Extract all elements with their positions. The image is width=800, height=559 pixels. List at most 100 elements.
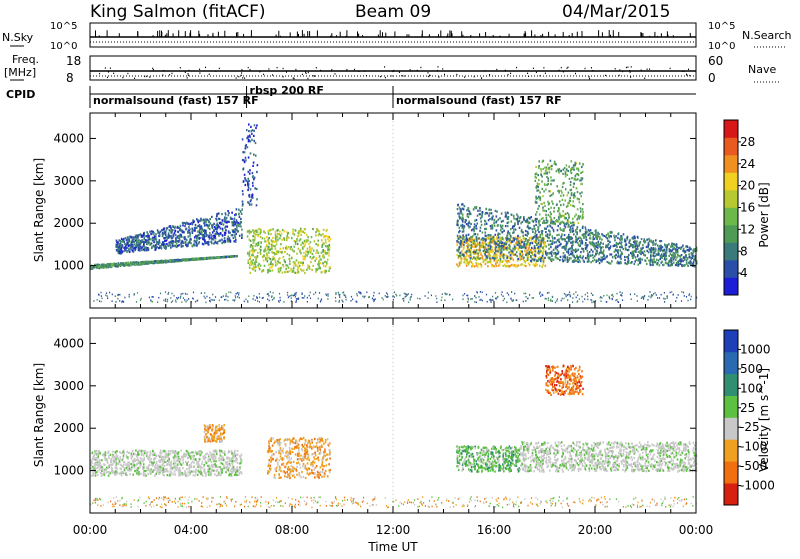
data-point [471, 229, 473, 231]
data-point [535, 255, 537, 257]
data-point [570, 247, 572, 249]
data-point [182, 245, 184, 247]
data-point [480, 220, 482, 222]
data-point [648, 251, 650, 253]
freq-dot [689, 75, 690, 76]
freq-dot [404, 75, 405, 76]
data-point [122, 263, 124, 265]
data-point [253, 162, 255, 164]
data-point [694, 250, 696, 252]
data-point [550, 246, 552, 248]
data-point [273, 245, 275, 247]
data-point [147, 243, 149, 245]
data-point [576, 168, 578, 170]
data-point [466, 259, 468, 261]
data-point [491, 218, 493, 220]
data-point [577, 261, 579, 263]
data-point [582, 217, 584, 219]
data-point [238, 209, 240, 211]
data-point [623, 248, 625, 250]
data-point [612, 256, 614, 258]
data-point [480, 217, 482, 219]
data-point [242, 151, 244, 153]
data-point [608, 247, 610, 249]
data-point [547, 240, 549, 242]
data-point [233, 237, 235, 239]
data-point [621, 238, 623, 240]
freq-dot [241, 72, 242, 73]
data-point [140, 243, 142, 245]
data-point [572, 260, 574, 262]
data-point [221, 242, 223, 244]
data-point [634, 260, 636, 262]
data-point [253, 135, 255, 137]
data-point [525, 265, 527, 267]
data-point [467, 242, 469, 244]
data-point [563, 169, 565, 171]
data-point [685, 255, 687, 257]
data-point [215, 233, 217, 235]
data-point [477, 252, 479, 254]
data-point [475, 251, 477, 253]
data-point [614, 239, 616, 241]
data-point [529, 217, 531, 219]
data-point [183, 242, 185, 244]
nsky-frame [90, 23, 696, 47]
data-point [264, 238, 266, 240]
data-point [551, 219, 553, 221]
freq-dot [428, 72, 429, 73]
data-point [542, 222, 544, 224]
data-point [459, 262, 461, 264]
data-point [499, 233, 501, 235]
data-point [573, 183, 575, 185]
data-point [535, 218, 537, 220]
data-point [486, 257, 488, 259]
freq-dot [437, 70, 438, 71]
data-point [553, 259, 555, 261]
data-point [540, 234, 542, 236]
data-point [143, 261, 145, 263]
data-point [121, 247, 123, 249]
data-point [246, 137, 248, 139]
data-point [524, 241, 526, 243]
data-point [634, 237, 636, 239]
data-point [198, 257, 200, 259]
data-point [640, 258, 642, 260]
data-point [551, 255, 553, 257]
data-point [137, 240, 139, 242]
data-point [209, 228, 211, 230]
data-point [474, 265, 476, 267]
data-point [549, 171, 551, 173]
data-point [554, 241, 556, 243]
data-point [600, 248, 602, 250]
data-point [120, 240, 122, 242]
data-point [288, 237, 290, 239]
data-point [119, 250, 121, 252]
data-point [327, 259, 329, 261]
data-point [196, 227, 198, 229]
data-point [204, 232, 206, 234]
data-point [244, 151, 246, 153]
data-point [472, 263, 474, 265]
data-point [257, 164, 259, 166]
data-point [497, 224, 499, 226]
data-point [605, 246, 607, 248]
data-point [543, 242, 545, 244]
freq-dot [533, 68, 534, 69]
data-point [252, 176, 254, 178]
data-point [303, 252, 305, 254]
freq-unit: [MHz] [4, 66, 36, 79]
data-point [292, 271, 294, 273]
data-point [250, 199, 252, 201]
data-point [255, 127, 257, 129]
data-point [470, 254, 472, 256]
data-point [252, 235, 254, 237]
data-point [546, 167, 548, 169]
data-point [476, 219, 478, 221]
data-point [637, 255, 639, 257]
data-point [278, 251, 280, 253]
data-point [485, 251, 487, 253]
data-point [459, 264, 461, 266]
data-point [535, 166, 537, 168]
data-point [576, 260, 578, 262]
